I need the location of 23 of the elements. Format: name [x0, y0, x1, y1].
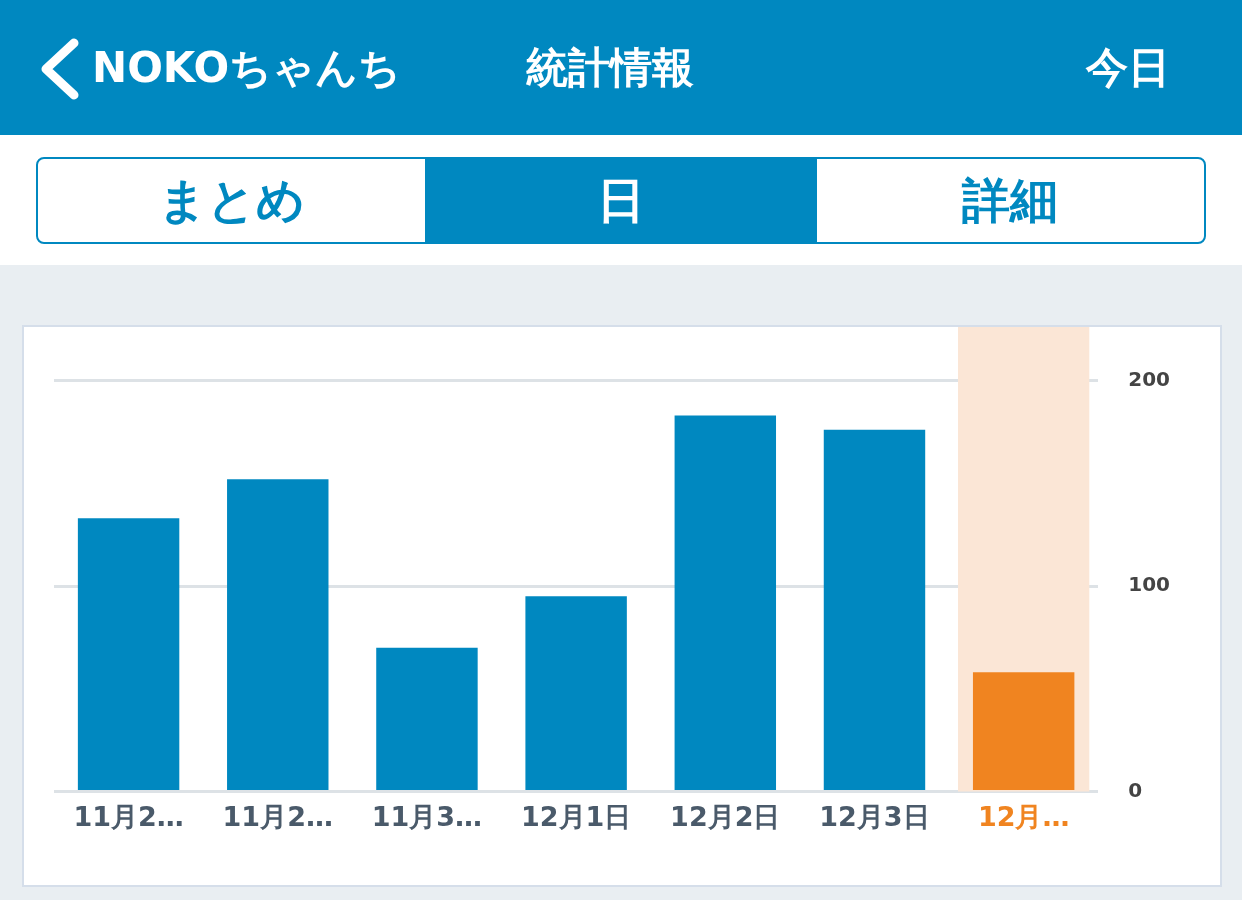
text: 日: [425, 159, 815, 242]
x-tick-label: 11月3…: [371, 800, 483, 832]
y-tick-label: 100: [1128, 572, 1170, 597]
x-tick-label: 12月1日: [520, 800, 632, 832]
bar: [77, 518, 180, 791]
bar: [972, 672, 1075, 791]
y-tick-label: 0: [1128, 777, 1143, 802]
text: 今日: [1086, 42, 1170, 94]
x-tick-label: 11月2…: [222, 800, 333, 832]
y-tick-label: 200: [1128, 366, 1170, 391]
x-tick-label: 12月…: [977, 800, 1070, 832]
text: まとめ: [157, 171, 307, 230]
bar: [823, 429, 926, 791]
x-tick-label: 12月2日: [670, 800, 781, 832]
x-tick-label: 12月3日: [819, 800, 930, 832]
text: NOKOちゃんち: [92, 42, 402, 94]
bar: [227, 479, 329, 791]
bar: [376, 647, 478, 791]
x-tick-label: 11月2…: [73, 800, 184, 832]
bar: [525, 596, 627, 791]
text: 統計情報: [526, 42, 694, 94]
text: 詳細: [814, 159, 1204, 242]
bar: [674, 415, 777, 791]
